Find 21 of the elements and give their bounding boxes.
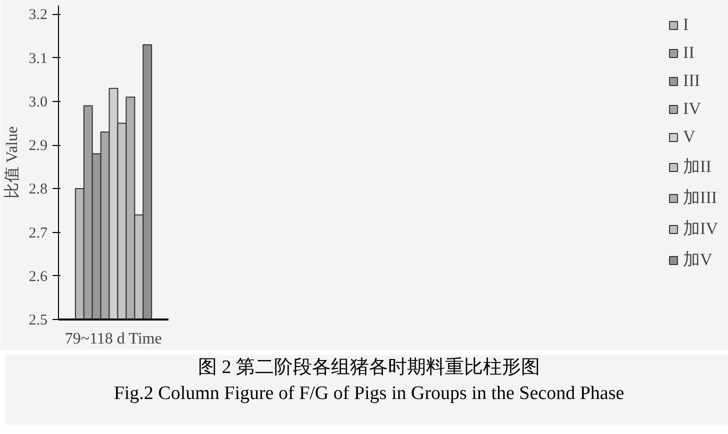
legend-label: V (683, 127, 696, 147)
y-tick-label: 2.7 (28, 225, 48, 242)
y-tick-label: 2.6 (28, 268, 48, 285)
y-tick-label: 3.2 (28, 7, 48, 24)
legend-label: 加V (683, 249, 712, 271)
y-tick-label: 3.1 (28, 50, 48, 67)
legend-label: II (683, 43, 696, 63)
legend-label: 加II (683, 156, 712, 178)
text: 图 2 第二阶段各组猪各时期料重比柱形图 (197, 356, 541, 380)
text: Fig.2 Column Figure of F/G of Pigs in Groups in the Second Phase (114, 382, 624, 406)
legend-label: IV (683, 99, 702, 119)
x-axis-title: 79~118 d Time (64, 330, 162, 348)
legend-label: I (683, 15, 690, 35)
y-tick-label: 2.9 (28, 138, 48, 154)
legend-label: 加III (683, 187, 718, 209)
y-tick-label: 2.8 (28, 182, 48, 198)
legend-label: III (683, 71, 702, 91)
y-tick-label: 3.0 (28, 94, 48, 110)
y-tick-label: 2.5 (28, 312, 48, 328)
legend-label: 加IV (683, 218, 718, 240)
y-axis-title: 比值 Value (2, 126, 21, 199)
